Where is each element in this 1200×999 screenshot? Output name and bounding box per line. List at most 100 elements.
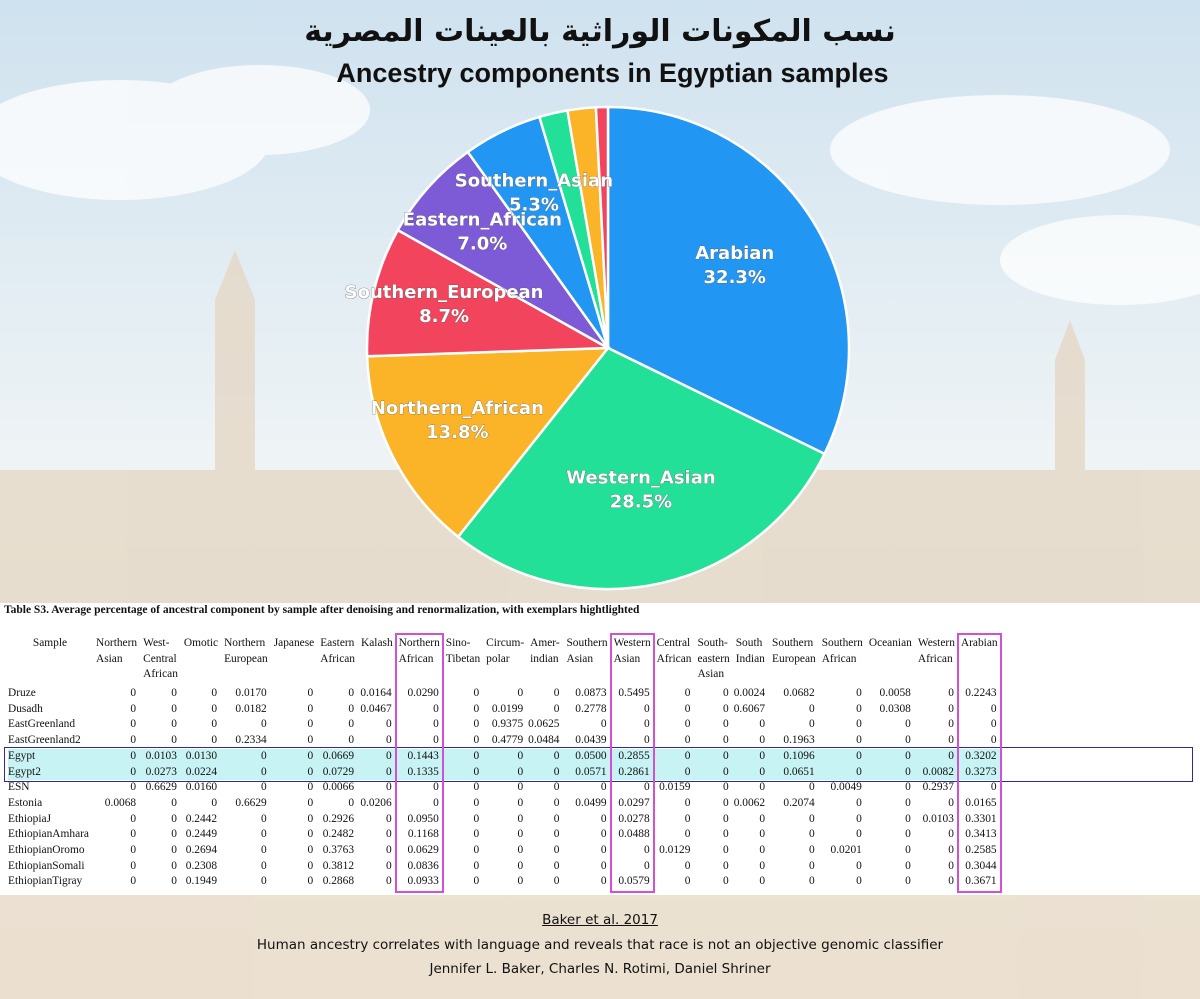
cell-south-indian: 0.0062 xyxy=(733,796,766,809)
cell-sino-tibetan: 0 xyxy=(443,764,485,781)
cell-western-asian: 0.2861 xyxy=(611,764,655,781)
cell-circum-polar: 0 xyxy=(484,764,529,781)
cell-eastern-african: 0.3812 xyxy=(322,859,355,872)
cell-south-indian: 0 xyxy=(759,734,766,747)
cell-kalash: 0 xyxy=(385,812,392,825)
cell-southern-european: 0 xyxy=(809,859,815,872)
cell-northern-asian: 0 xyxy=(130,734,137,747)
cell-oceanian: 0 xyxy=(905,718,911,731)
cell-southern-asian: 0 xyxy=(600,859,607,872)
cell-central-african: 0 xyxy=(684,734,691,747)
cell-western-african: 0 xyxy=(948,718,954,731)
cell-northern-african: 0.1168 xyxy=(407,828,439,841)
cell-south-indian: 0 xyxy=(733,764,771,781)
cell-circum-polar: 0.0199 xyxy=(491,702,524,715)
cell-south-eastern-asian: 0 xyxy=(723,702,729,715)
cell-west-central-african: 0.0103 xyxy=(141,748,182,765)
cell-central-african: 0 xyxy=(684,828,691,841)
cell-sino-tibetan: 0 xyxy=(473,718,480,731)
table-row: EthiopianAmhara 0 0 0.2449 0 0 0.2482 0 0.1168 0 0… xyxy=(8,827,1002,843)
cell-southern-european: 0 xyxy=(809,702,815,715)
cell-oceanian: 0 xyxy=(905,734,911,747)
cell-omotic: 0.0160 xyxy=(185,781,218,794)
cell-southern-asian: 0 xyxy=(600,844,607,857)
cell-omotic: 0 xyxy=(211,702,218,715)
cell-amer-indian: 0 xyxy=(553,875,560,888)
row-sample-name: EthiopianSomali xyxy=(8,859,85,872)
table-body: Druze 0 0 0 0.0170 0 0 0.0164 0.0290 0 0 0 0.0873 0.5… xyxy=(8,686,1002,890)
cell-sino-tibetan: 0 xyxy=(473,734,480,747)
cell-kalash: 0.0467 xyxy=(360,702,392,715)
cell-central-african: 0 xyxy=(684,702,691,715)
cell-western-asian: 0 xyxy=(643,859,650,872)
table-header-row: Sample Northern Asian West- Central African Om… xyxy=(8,636,1002,686)
column-header-southern-european: Southern European xyxy=(772,637,816,665)
table-row: EthiopianOromo 0 0 0.2694 0 0 0.3763 0 0.0629 0 0 0… xyxy=(8,843,1002,859)
cell-western-asian: 0.5495 xyxy=(618,687,650,699)
cell-western-asian: 0 xyxy=(643,781,650,794)
cell-japanese: 0 xyxy=(307,718,314,731)
cell-southern-african: 0 xyxy=(856,796,862,809)
cell-eastern-african: 0 xyxy=(348,702,355,715)
cell-kalash: 0 xyxy=(385,844,392,857)
cell-northern-asian: 0 xyxy=(130,702,137,715)
cell-northern-european: 0 xyxy=(261,812,267,825)
cell-northern-asian: 0 xyxy=(93,748,142,765)
cell-southern-european: 0.1963 xyxy=(783,734,815,747)
cell-sino-tibetan: 0 xyxy=(443,748,485,765)
pie-label-southern-asian: Southern_Asian xyxy=(455,170,613,191)
pie-label-arabian: Arabian xyxy=(695,243,774,264)
cell-eastern-african: 0 xyxy=(348,718,355,731)
cell-northern-asian: 0 xyxy=(130,875,137,888)
row-sample-name: Egypt2 xyxy=(8,764,94,781)
cell-kalash: 0 xyxy=(385,718,392,731)
cell-eastern-african: 0.2868 xyxy=(322,875,355,888)
column-header-circum-polar: Circum-polar xyxy=(486,637,525,665)
row-sample-name: EthiopianTigray xyxy=(8,875,83,888)
cell-south-eastern-asian: 0 xyxy=(723,812,729,825)
pie-label-eastern-african: Eastern_African xyxy=(403,209,562,230)
cell-oceanian: 0 xyxy=(905,859,911,872)
cell-central-african: 0 xyxy=(684,796,691,809)
cell-kalash: 0.0206 xyxy=(360,796,392,809)
cell-southern-african: 0 xyxy=(856,702,862,715)
column-header-omotic: Omotic xyxy=(183,637,219,649)
cell-northern-european: 0 xyxy=(261,875,267,888)
cell-circum-polar: 0 xyxy=(517,781,524,794)
cell-southern-asian: 0 xyxy=(600,812,607,825)
cell-sino-tibetan: 0 xyxy=(473,844,480,857)
cell-western-african: 0.2937 xyxy=(922,781,954,794)
cell-kalash: 0 xyxy=(359,748,397,765)
cell-western-asian: 0.0278 xyxy=(618,812,650,825)
pie-slice-western-asian xyxy=(456,346,827,591)
cell-southern-asian: 0 xyxy=(600,875,607,888)
cell-southern-european: 0 xyxy=(809,844,815,857)
cell-omotic: 0.0130 xyxy=(181,748,223,765)
pie-slice-eastern-african xyxy=(396,150,610,350)
cell-japanese: 0 xyxy=(307,828,314,841)
cell-southern-asian: 0.0499 xyxy=(575,796,607,809)
cell-northern-european: 0 xyxy=(261,844,267,857)
cell-west-central-african: 0.0273 xyxy=(141,764,182,781)
cell-oceanian: 0 xyxy=(866,748,916,765)
cell-western-asian: 0.0488 xyxy=(618,828,650,841)
cell-southern-asian: 0.0571 xyxy=(564,764,612,781)
cell-arabian: 0.2585 xyxy=(965,844,997,857)
cell-western-african: 0 xyxy=(948,796,954,809)
cell-amer-indian: 0 xyxy=(553,796,560,809)
cell-arabian: 0 xyxy=(990,718,997,731)
cell-south-indian: 0.0024 xyxy=(733,687,766,699)
cell-japanese: 0 xyxy=(307,687,314,699)
cell-southern-european: 0.2074 xyxy=(783,796,815,809)
column-header-west-central-african: West- Central African xyxy=(143,637,178,680)
cell-northern-european: 0 xyxy=(261,859,267,872)
pie-slices xyxy=(365,105,851,591)
cell-south-indian: 0 xyxy=(759,844,766,857)
column-header-sino-tibetan: Sino- Tibetan xyxy=(445,637,481,665)
cell-southern-african: 0 xyxy=(856,828,862,841)
cell-omotic: 0 xyxy=(211,718,218,731)
cell-omotic: 0.2694 xyxy=(185,844,218,857)
cell-northern-european: 0.6629 xyxy=(235,796,267,809)
cell-western-african: 0 xyxy=(948,702,954,715)
column-header-southern-asian: Southern Asian xyxy=(566,637,608,665)
